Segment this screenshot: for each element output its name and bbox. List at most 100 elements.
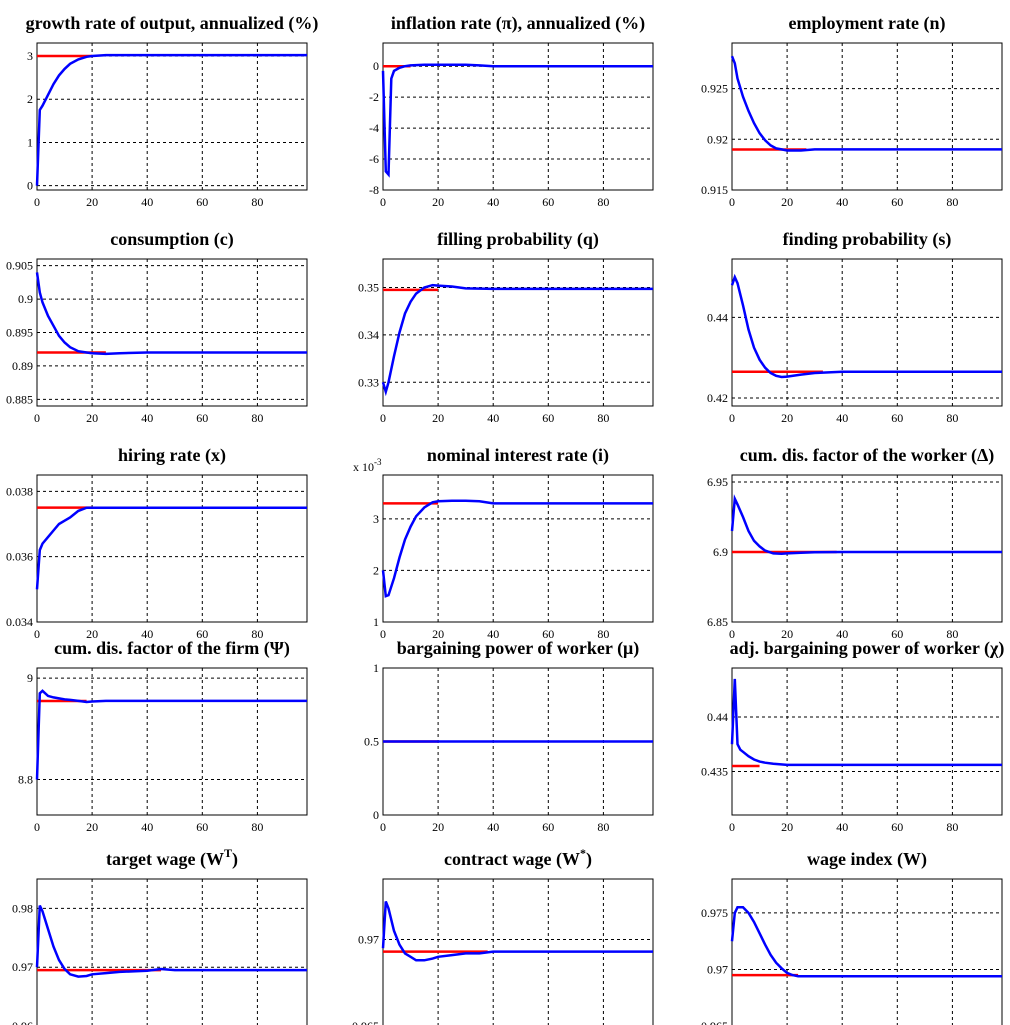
x-tick-label: 80 — [946, 820, 958, 834]
panel-5: 0 20 40 60 80 0.42 0.44 finding probability (s) — [707, 229, 1003, 425]
x-tick-label: 40 — [836, 627, 848, 641]
response-line — [35, 272, 307, 356]
y-tick-label: 0.925 — [701, 82, 728, 96]
y-tick-label: 0.96 — [12, 1019, 33, 1025]
plot-frame — [382, 474, 654, 623]
y-tick-label: 3 — [373, 512, 379, 526]
x-tick-label: 0 — [729, 411, 735, 425]
panel-title: contract wage (W*) — [444, 846, 592, 870]
x-tick-label: 0 — [729, 195, 735, 209]
y-tick-label: 0.885 — [6, 392, 33, 406]
y-tick-label: 6.9 — [713, 545, 728, 559]
x-tick-label: 80 — [251, 195, 263, 209]
y-tick-label: -8 — [369, 183, 379, 197]
axis-multiplier: x 10-3 — [353, 457, 382, 474]
y-tick-label: 0.44 — [707, 710, 728, 724]
x-tick-label: 0 — [380, 411, 386, 425]
response-line — [381, 63, 653, 178]
panel-title: bargaining power of worker (μ) — [397, 638, 640, 659]
x-tick-label: 60 — [891, 195, 903, 209]
plot-border — [382, 258, 654, 407]
y-tick-label: 0.895 — [6, 326, 33, 340]
response-line — [730, 678, 1002, 767]
y-tick-label: 2 — [373, 563, 379, 577]
y-tick-label: 0.97 — [358, 933, 379, 947]
x-tick-label: 60 — [196, 820, 208, 834]
x-tick-label: 20 — [432, 627, 444, 641]
plot-frame — [731, 667, 1003, 816]
plot-frame — [382, 42, 654, 191]
x-tick-label: 20 — [781, 195, 793, 209]
x-tick-label: 80 — [946, 411, 958, 425]
response-line — [730, 906, 1002, 978]
x-tick-label: 20 — [86, 820, 98, 834]
y-tick-label: 0.92 — [707, 132, 728, 146]
y-tick-label: 0.975 — [701, 906, 728, 920]
response-line — [35, 506, 307, 590]
x-tick-label: 60 — [196, 195, 208, 209]
y-tick-label: 0.33 — [358, 375, 379, 389]
y-tick-label: 9 — [27, 671, 33, 685]
x-tick-label: 0 — [34, 195, 40, 209]
x-tick-label: 60 — [542, 627, 554, 641]
x-tick-label: 0 — [380, 195, 386, 209]
x-tick-label: 40 — [487, 820, 499, 834]
plot-frame — [36, 878, 308, 1025]
panel-title: employment rate (n) — [789, 13, 946, 34]
x-tick-label: 40 — [141, 195, 153, 209]
panel-3: 0 20 40 60 80 0.885 0.89 0.895 0.9 0.905 consumpti… — [6, 229, 308, 425]
plot-frame — [731, 258, 1003, 407]
y-tick-label: 0.98 — [12, 901, 33, 915]
panel-6: 0 20 40 60 80 0.034 0.036 0.038 hiring rate (x) — [6, 445, 308, 641]
response-line — [730, 273, 1002, 379]
x-tick-label: 80 — [597, 411, 609, 425]
x-tick-label: 20 — [432, 820, 444, 834]
y-tick-label: 6.95 — [707, 475, 728, 489]
y-tick-label: 0 — [373, 808, 379, 822]
x-tick-label: 60 — [542, 820, 554, 834]
x-tick-label: 80 — [946, 627, 958, 641]
response-line — [35, 53, 307, 186]
panel-title: finding probability (s) — [783, 229, 952, 250]
y-tick-label: 0.905 — [6, 259, 33, 273]
panel-title: target wage (WT) — [106, 846, 238, 870]
response-line — [35, 689, 307, 780]
panel-9: 0 20 40 60 80 8.8 9 cum. dis. factor of the fir… — [18, 638, 308, 834]
x-tick-label: 0 — [729, 627, 735, 641]
x-tick-label: 40 — [836, 411, 848, 425]
x-tick-label: 40 — [141, 820, 153, 834]
panel-title: inflation rate (π), annualized (%) — [391, 13, 645, 34]
y-tick-label: 1 — [373, 615, 379, 629]
y-tick-label: 0.034 — [6, 615, 33, 629]
plot-frame — [36, 474, 308, 623]
panel-title: growth rate of output, annualized (%) — [26, 13, 319, 34]
x-tick-label: 60 — [196, 627, 208, 641]
y-tick-label: 1 — [373, 661, 379, 675]
x-tick-label: 60 — [542, 411, 554, 425]
plot-frame — [731, 474, 1003, 623]
plot-border — [36, 258, 308, 407]
y-tick-label: 0.965 — [701, 1019, 728, 1025]
y-tick-label: 0 — [373, 59, 379, 73]
panel-2: 0 20 40 60 80 0.915 0.92 0.925 employment rate (… — [701, 13, 1003, 209]
response-line — [381, 901, 653, 962]
response-line — [35, 904, 307, 978]
y-tick-label: 1 — [27, 135, 33, 149]
x-tick-label: 80 — [251, 411, 263, 425]
x-tick-label: 40 — [487, 411, 499, 425]
plot-border — [731, 878, 1003, 1025]
y-tick-label: 0.97 — [707, 962, 728, 976]
plot-frame — [36, 42, 308, 191]
x-tick-label: 60 — [196, 411, 208, 425]
x-tick-label: 40 — [487, 627, 499, 641]
x-tick-label: 0 — [34, 411, 40, 425]
plot-border — [382, 42, 654, 191]
x-tick-label: 20 — [781, 627, 793, 641]
x-tick-label: 40 — [141, 627, 153, 641]
plot-border — [36, 474, 308, 623]
panel-title: consumption (c) — [110, 229, 234, 250]
y-tick-label: 0.5 — [364, 735, 379, 749]
plot-border — [731, 42, 1003, 191]
